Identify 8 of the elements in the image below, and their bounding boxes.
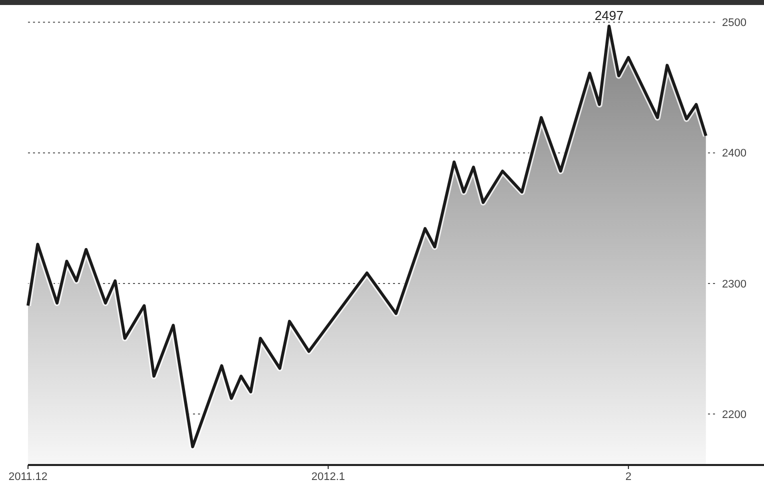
annotation: 2497 <box>594 8 624 24</box>
y-tick-label: 2400 <box>722 148 746 160</box>
x-tick-label: 2011.12 <box>8 471 48 483</box>
y-tick-label: 2200 <box>722 408 746 421</box>
y-tick-label: 2500 <box>722 17 746 30</box>
x-tick-label: 2012.1 <box>311 471 346 483</box>
x-tick-label: 2 <box>625 471 632 483</box>
y-tick-label: 2300 <box>722 278 746 290</box>
